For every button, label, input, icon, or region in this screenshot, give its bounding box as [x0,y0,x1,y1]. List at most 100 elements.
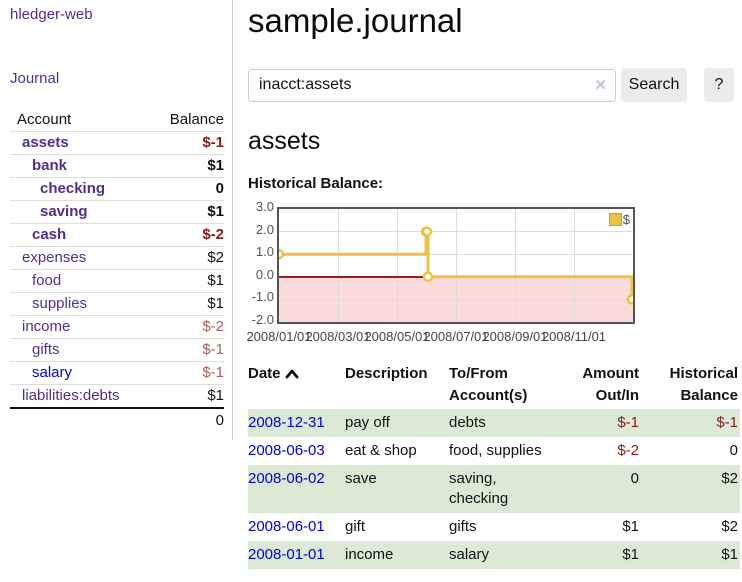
transaction-date-link[interactable]: 2008-01-01 [248,546,325,563]
register-row: 2008-06-02 save saving, checking 0 $2 [248,465,740,513]
transaction-description: save [345,470,377,487]
account-balance: $1 [207,157,224,174]
transaction-description: gift [345,518,366,535]
accounts-total: 0 [10,407,224,432]
x-axis-tick: 2008/03/01 [305,329,371,344]
app-brand-link[interactable]: hledger-web [10,6,93,23]
account-link-saving[interactable]: saving [40,203,88,220]
transaction-balance: $2 [721,470,738,487]
account-row-supplies: supplies $1 [10,292,224,315]
transaction-amount: $1 [622,518,639,535]
gridline [338,209,339,322]
y-axis-tick: 1.0 [255,244,274,259]
account-row-checking: checking 0 [10,177,224,200]
main-content: sample.journal ✕ Search ? assets Histori… [234,0,742,569]
account-row-bank: bank $1 [10,154,224,177]
account-balance: $1 [207,387,224,404]
account-row-food: food $1 [10,269,224,292]
transaction-accounts: salary [449,546,490,563]
account-link-checking[interactable]: checking [40,180,106,197]
y-axis-tick: 0.0 [255,267,274,282]
transaction-amount: 0 [630,470,639,487]
transaction-description: income [345,546,394,563]
account-row-salary: salary $-1 [10,361,224,384]
account-balance: $-2 [202,226,224,243]
column-header-accounts: To/From Account(s) [449,365,528,404]
register-row: 2008-12-31 pay off debts $-1 $-1 [248,409,740,437]
gridline [279,254,633,255]
transaction-description: eat & shop [345,442,417,459]
account-balance: $-1 [202,341,224,358]
account-row-saving: saving $1 [10,200,224,223]
account-balance: $1 [207,295,224,312]
account-row-liabilities-debts: liabilities:debts $1 [10,384,224,407]
help-button[interactable]: ? [704,68,734,102]
search-form: ✕ Search ? [248,68,742,102]
account-row-income: income $-2 [10,315,224,338]
gridline [456,209,457,322]
transaction-balance: $-1 [716,414,738,431]
account-link-supplies[interactable]: supplies [32,295,88,312]
gridline [515,209,516,322]
account-link-bank[interactable]: bank [32,157,68,174]
transaction-description: pay off [345,414,390,431]
plot-area: $ [277,207,635,324]
transaction-date-link[interactable]: 2008-06-01 [248,518,325,535]
sort-ascending-icon [285,364,299,386]
column-header-amount: Amount Out/In [582,365,639,404]
column-header-description: Description [345,365,428,382]
legend-label: $ [622,212,630,227]
account-row-expenses: expenses $2 [10,246,224,269]
transaction-date-link[interactable]: 2008-12-31 [248,414,325,431]
accounts-header: Account Balance [10,108,224,131]
transaction-date-link[interactable]: 2008-06-02 [248,470,325,487]
historical-balance-chart: 3.0 2.0 1.0 0.0 -1.0 -2.0 $ [246,200,742,344]
column-header-date[interactable]: Date [248,363,345,409]
account-link-food[interactable]: food [32,272,62,289]
transaction-accounts: food, supplies [449,442,542,459]
account-balance: 0 [215,180,224,197]
account-link-cash[interactable]: cash [32,226,67,243]
x-axis-tick: 2008/01/01 [246,329,312,344]
register-row: 2008-01-01 income salary $1 $1 [248,541,740,569]
y-axis-tick: -2.0 [251,312,274,327]
page-title: sample.journal [248,2,463,39]
x-axis-tick: 2008/11/01 [541,329,607,344]
gridline [397,209,398,322]
sidebar-item-journal[interactable]: Journal [10,70,60,87]
account-link-expenses[interactable]: expenses [22,249,87,266]
accounts-header-account: Account [17,111,72,128]
register-row: 2008-06-01 gift gifts $1 $2 [248,513,740,541]
accounts-header-balance: Balance [169,111,224,128]
account-balance: $-2 [202,318,224,335]
x-axis-tick: 2008/07/01 [423,329,489,344]
transaction-amount: $1 [622,546,639,563]
clear-search-icon[interactable]: ✕ [594,76,607,94]
account-title: assets [248,127,321,155]
transaction-balance: $2 [721,518,738,535]
search-input[interactable] [248,68,616,102]
column-header-balance: Historical Balance [669,365,738,404]
transaction-accounts: gifts [449,518,477,535]
account-link-liabilities-debts[interactable]: liabilities:debts [22,387,120,404]
account-link-income[interactable]: income [22,318,71,335]
y-axis-tick: -1.0 [251,289,274,304]
search-button[interactable]: Search [621,68,687,102]
transaction-amount: $-1 [617,414,639,431]
account-link-salary[interactable]: salary [32,364,73,381]
legend-swatch [608,213,622,226]
register-row: 2008-06-03 eat & shop food, supplies $-2… [248,437,740,465]
register-header-row: Date Description To/From Account(s) Amou… [248,363,740,409]
transaction-accounts: saving, checking [449,470,509,507]
transaction-date-link[interactable]: 2008-06-03 [248,442,325,459]
account-link-assets[interactable]: assets [22,134,69,151]
account-balance: $2 [207,249,224,266]
account-row-gifts: gifts $-1 [10,338,224,361]
chart-legend: $ [608,212,630,227]
account-balance: $-1 [202,134,224,151]
register-table: Date Description To/From Account(s) Amou… [248,363,740,569]
search-box: ✕ [248,68,616,102]
transaction-accounts: debts [449,414,486,431]
account-balance: $1 [207,203,224,220]
account-link-gifts[interactable]: gifts [32,341,60,358]
